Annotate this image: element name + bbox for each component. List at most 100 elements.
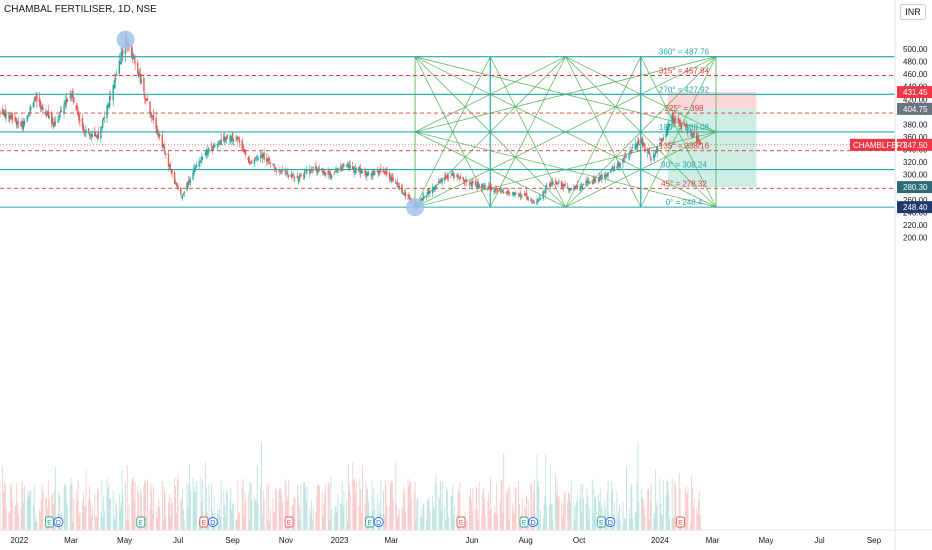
- volume-bar: [268, 521, 270, 530]
- volume-bar: [514, 487, 516, 530]
- volume-bar: [254, 497, 255, 530]
- candle-body: [192, 172, 194, 180]
- volume-bar: [161, 481, 163, 530]
- volume-bar: [698, 491, 700, 530]
- candle-body: [352, 166, 354, 170]
- volume-bar: [419, 516, 421, 530]
- candle-body: [641, 137, 643, 144]
- currency-button[interactable]: INR: [900, 4, 926, 20]
- volume-bar: [654, 513, 656, 530]
- volume-bar: [168, 493, 170, 530]
- time-tick-label: 2023: [331, 536, 349, 545]
- volume-bar: [5, 506, 7, 530]
- candle-body: [231, 133, 234, 141]
- candle-body: [340, 166, 343, 171]
- price-tag-current: [897, 138, 932, 151]
- earnings-label: E: [367, 520, 372, 527]
- candle-body: [488, 185, 491, 188]
- candle-body: [60, 111, 63, 113]
- volume-bar: [71, 483, 73, 530]
- candle-body: [102, 117, 105, 121]
- candle-body: [695, 132, 698, 143]
- volume-bar: [89, 485, 90, 530]
- volume-bar: [626, 466, 627, 530]
- volume-bar: [273, 511, 275, 530]
- candle-body: [647, 151, 650, 153]
- volume-bar: [219, 517, 221, 530]
- candle-body: [71, 93, 73, 98]
- candle-body: [660, 138, 663, 142]
- candle-body: [538, 198, 541, 200]
- volume-bar: [312, 507, 314, 530]
- volume-bar: [347, 463, 349, 530]
- candle-body: [336, 169, 338, 172]
- candle-body: [310, 169, 313, 172]
- volume-bar: [349, 491, 351, 530]
- candle-body: [373, 171, 375, 174]
- price-tick-label: 300.00: [903, 171, 928, 180]
- candle-body: [643, 143, 645, 145]
- volume-bar: [146, 516, 148, 530]
- volume-bar: [150, 483, 152, 530]
- candle-body: [380, 168, 382, 173]
- volume-bar: [545, 454, 547, 530]
- candle-body: [287, 172, 289, 174]
- candle-body: [21, 120, 23, 127]
- candle-body: [193, 168, 195, 173]
- candle-body: [194, 167, 196, 170]
- candle-body: [678, 119, 680, 126]
- volume-bar: [128, 504, 130, 530]
- volume-bar: [342, 507, 344, 530]
- volume-bar: [495, 513, 497, 530]
- gann-level-label: 180° = 368.08: [659, 123, 710, 132]
- time-axis[interactable]: 2022 Mar May Jul Sep Nov 2023 Mar Jun Aug Oct 2024 M…: [10, 536, 881, 545]
- candle-body: [108, 96, 111, 107]
- candle-body: [692, 133, 694, 137]
- volume-bar: [684, 487, 686, 530]
- volume-bar: [263, 500, 265, 530]
- volume-bar: [88, 498, 90, 530]
- volume-bar: [235, 519, 237, 530]
- volume-bar: [145, 482, 147, 530]
- volume-bar: [110, 498, 112, 530]
- volume-bar: [593, 486, 595, 530]
- candle-body: [532, 200, 535, 203]
- gann-level-label: 90° = 308.24: [661, 161, 707, 170]
- volume-bar: [45, 497, 47, 530]
- volume-bar: [428, 497, 430, 530]
- candle-body: [542, 191, 544, 199]
- volume-bar: [588, 518, 590, 530]
- volume-bar: [671, 478, 673, 530]
- candle-body: [494, 189, 496, 191]
- candle-body: [58, 115, 61, 117]
- volume-bar: [447, 490, 448, 530]
- chart-title: CHAMBAL FERTILISER, 1D, NSE: [4, 4, 157, 15]
- candle-body: [343, 165, 345, 167]
- volume-bar: [515, 487, 517, 530]
- candle-body: [112, 85, 114, 101]
- candle-body: [487, 188, 489, 190]
- candle-body: [366, 172, 369, 176]
- candle-body: [133, 56, 135, 60]
- volume-bar: [569, 492, 570, 530]
- candle-body: [446, 174, 449, 180]
- candle-body: [53, 122, 56, 127]
- highlight-markers: [116, 30, 425, 217]
- volume-bar: [354, 478, 355, 530]
- volume-bar: [281, 495, 283, 530]
- price-tag-low: [897, 201, 932, 214]
- volume-bar: [386, 506, 388, 530]
- volume-bar: [76, 500, 78, 530]
- candle-body: [199, 161, 201, 162]
- symbol-tag: [850, 138, 895, 151]
- price-tick-label: 360.00: [903, 133, 928, 142]
- volume-bar: [58, 491, 60, 530]
- candle-body: [2, 114, 5, 116]
- volume-bar: [23, 502, 25, 530]
- volume-bar: [432, 495, 434, 530]
- candle-body: [601, 174, 603, 179]
- volume-bar: [54, 491, 55, 530]
- candle-body: [169, 163, 171, 170]
- candle-body: [548, 185, 550, 187]
